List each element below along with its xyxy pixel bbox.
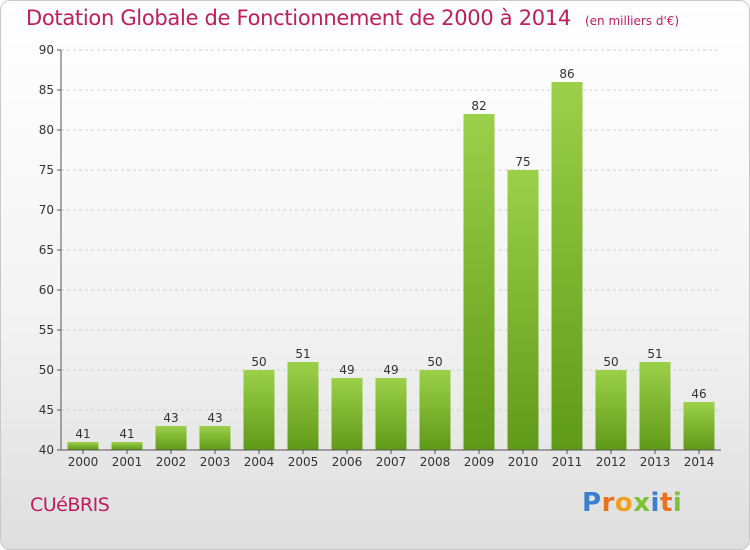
bar-2011 xyxy=(551,82,583,450)
y-tick-label: 55 xyxy=(39,323,54,337)
y-tick-label: 80 xyxy=(39,123,54,137)
y-tick-label: 40 xyxy=(39,443,54,457)
bar-2007 xyxy=(375,378,407,450)
x-tick-label-2002: 2002 xyxy=(156,455,187,469)
bar-2009 xyxy=(463,114,495,450)
logo-letter: P xyxy=(582,488,602,518)
value-label-2008: 50 xyxy=(427,355,442,369)
value-label-2013: 51 xyxy=(647,347,662,361)
y-tick-label: 75 xyxy=(39,163,54,177)
x-tick-label-2013: 2013 xyxy=(640,455,671,469)
x-tick-label-2011: 2011 xyxy=(552,455,583,469)
value-label-2000: 41 xyxy=(75,427,90,441)
x-tick-label-2012: 2012 xyxy=(596,455,627,469)
bar-2013 xyxy=(639,362,671,450)
value-label-2010: 75 xyxy=(515,155,530,169)
bar-2002 xyxy=(155,426,187,450)
x-tick-label-2006: 2006 xyxy=(332,455,363,469)
logo-letter: x xyxy=(633,488,651,518)
logo-letter: t xyxy=(659,488,673,518)
value-label-2011: 86 xyxy=(559,67,574,81)
value-label-2003: 43 xyxy=(207,411,222,425)
bar-2008 xyxy=(419,370,451,450)
value-label-2005: 51 xyxy=(295,347,310,361)
value-label-2009: 82 xyxy=(471,99,486,113)
bars-layer: 41 41 43 43 50 51 49 49 50 82 75 86 50 51 46 xyxy=(67,67,715,450)
value-label-2014: 46 xyxy=(691,387,706,401)
logo-letter: o xyxy=(614,488,634,518)
y-tick-label: 60 xyxy=(39,283,54,297)
value-label-2004: 50 xyxy=(251,355,266,369)
x-tick-label-2003: 2003 xyxy=(200,455,231,469)
commune-name: CUéBRIS xyxy=(30,494,110,516)
bar-2003 xyxy=(199,426,231,450)
chart-title-text: Dotation Globale de Fonctionnement de 20… xyxy=(26,6,571,30)
bar-2014 xyxy=(683,402,715,450)
proxiti-logo[interactable]: Proxiti xyxy=(582,488,682,518)
x-tick-label-2010: 2010 xyxy=(508,455,539,469)
bar-2010 xyxy=(507,170,539,450)
x-tick-label-2001: 2001 xyxy=(112,455,143,469)
x-tick-label-2009: 2009 xyxy=(464,455,495,469)
x-tick-label-2007: 2007 xyxy=(376,455,407,469)
y-tick-label: 85 xyxy=(39,83,54,97)
bar-2004 xyxy=(243,370,275,450)
logo-letter: r xyxy=(601,488,615,518)
bar-2005 xyxy=(287,362,319,450)
x-tick-label-2000: 2000 xyxy=(68,455,99,469)
logo-letter: i xyxy=(672,488,683,518)
y-tick-label: 50 xyxy=(39,363,54,377)
x-tick-label-2008: 2008 xyxy=(420,455,451,469)
bar-2001 xyxy=(111,442,143,450)
unit-note: (en milliers d'€) xyxy=(584,14,680,28)
value-label-2006: 49 xyxy=(339,363,354,377)
logo-letter: i xyxy=(650,488,660,518)
value-label-2001: 41 xyxy=(119,427,134,441)
value-label-2007: 49 xyxy=(383,363,398,377)
axis-layer: 40 45 50 55 60 65 70 75 80 85 90 2000 2001 2002 2003 20… xyxy=(39,43,721,469)
bar-2000 xyxy=(67,442,99,450)
y-tick-label: 90 xyxy=(39,43,54,57)
chart-title: Dotation Globale de Fonctionnement de 20… xyxy=(26,6,679,30)
y-tick-label: 45 xyxy=(39,403,54,417)
value-label-2002: 43 xyxy=(163,411,178,425)
bar-2006 xyxy=(331,378,363,450)
value-label-2012: 50 xyxy=(603,355,618,369)
y-tick-label: 70 xyxy=(39,203,54,217)
x-tick-label-2004: 2004 xyxy=(244,455,275,469)
x-tick-label-2014: 2014 xyxy=(684,455,715,469)
bar-2012 xyxy=(595,370,627,450)
y-tick-label: 65 xyxy=(39,243,54,257)
x-tick-label-2005: 2005 xyxy=(288,455,319,469)
